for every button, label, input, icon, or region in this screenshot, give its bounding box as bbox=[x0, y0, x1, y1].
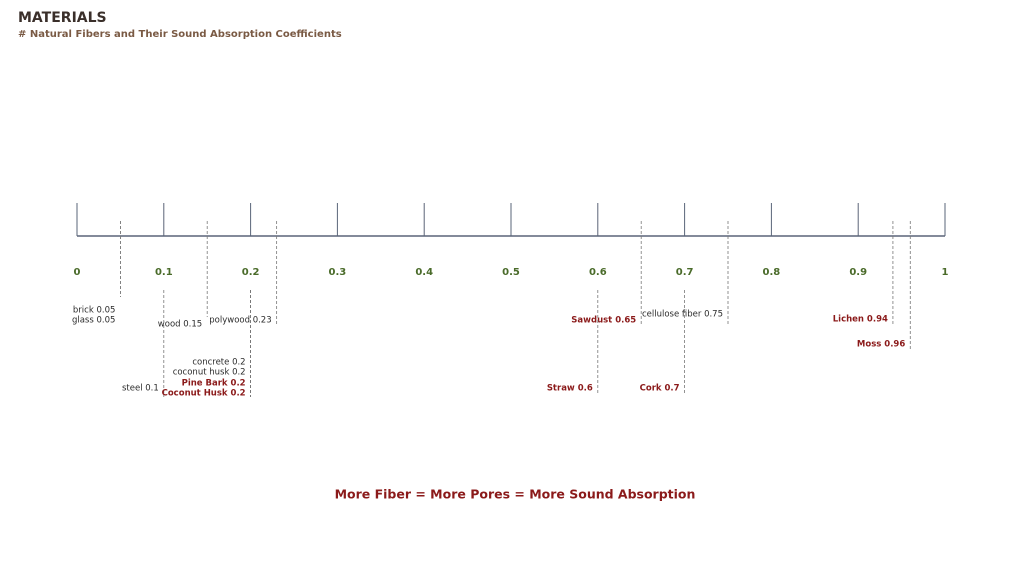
item-label: Pine Bark 0.2 bbox=[182, 379, 246, 389]
x-tick-label: 0.2 bbox=[242, 267, 260, 278]
item-label: Cork 0.7 bbox=[640, 384, 680, 394]
item-label: steel 0.1 bbox=[122, 384, 159, 394]
x-tick-label: 0.8 bbox=[763, 267, 781, 278]
item-label: polywood 0.23 bbox=[209, 316, 271, 326]
item-label: Sawdust 0.65 bbox=[571, 316, 636, 326]
x-tick-label: 0.3 bbox=[329, 267, 347, 278]
item-label: Moss 0.96 bbox=[857, 340, 905, 350]
x-tick-label: 0.5 bbox=[502, 267, 520, 278]
footer-note: More Fiber = More Pores = More Sound Abs… bbox=[335, 487, 696, 502]
x-tick-label: 0.1 bbox=[155, 267, 173, 278]
chart-subtitle: # Natural Fibers and Their Sound Absorpt… bbox=[18, 29, 342, 40]
item-label: Coconut Husk 0.2 bbox=[162, 389, 246, 399]
item-label: cellulose fiber 0.75 bbox=[642, 310, 723, 320]
item-label: glass 0.05 bbox=[72, 316, 115, 326]
x-tick-label: 0.7 bbox=[676, 267, 694, 278]
chart-title: MATERIALS bbox=[18, 10, 107, 26]
item-label: brick 0.05 bbox=[73, 306, 115, 316]
item-label: wood 0.15 bbox=[158, 320, 202, 330]
x-tick-label: 0.6 bbox=[589, 267, 607, 278]
x-tick-label: 1 bbox=[942, 267, 949, 278]
x-tick-label: 0.4 bbox=[415, 267, 433, 278]
x-tick-label: 0.9 bbox=[849, 267, 867, 278]
item-label: coconut husk 0.2 bbox=[173, 368, 246, 378]
item-label: Straw 0.6 bbox=[547, 384, 593, 394]
x-tick-label: 0 bbox=[74, 267, 81, 278]
item-label: Lichen 0.94 bbox=[833, 315, 888, 325]
item-label: concrete 0.2 bbox=[192, 358, 245, 368]
